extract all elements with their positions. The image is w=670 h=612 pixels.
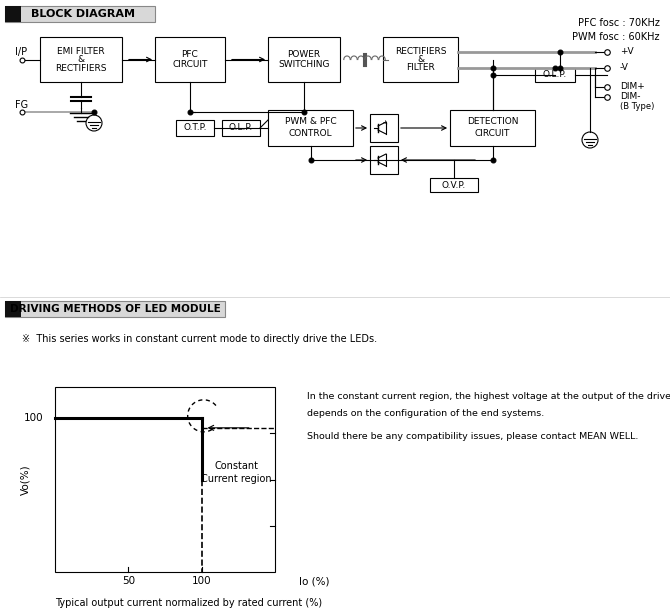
Bar bbox=[5, 301, 225, 317]
Text: Constant
Current region: Constant Current region bbox=[202, 461, 272, 485]
Text: DIM-: DIM- bbox=[620, 92, 641, 101]
Text: POWER: POWER bbox=[287, 50, 320, 59]
Text: PFC fosc : 70KHz
PWM fosc : 60KHz: PFC fosc : 70KHz PWM fosc : 60KHz bbox=[572, 18, 660, 42]
Bar bbox=[370, 114, 398, 142]
Text: CONTROL: CONTROL bbox=[289, 129, 332, 138]
Bar bbox=[40, 37, 122, 82]
Text: O.T.P.: O.T.P. bbox=[184, 124, 207, 133]
Text: EMI FILTER: EMI FILTER bbox=[57, 47, 105, 56]
Text: DETECTION: DETECTION bbox=[467, 118, 519, 127]
Text: DIM+: DIM+ bbox=[620, 82, 645, 91]
Text: 100: 100 bbox=[23, 413, 43, 423]
Text: ※  This series works in constant current mode to directly drive the LEDs.: ※ This series works in constant current … bbox=[22, 334, 377, 344]
Text: Vo(%): Vo(%) bbox=[20, 464, 30, 495]
Text: -V: -V bbox=[620, 63, 629, 72]
Bar bbox=[222, 120, 260, 136]
Bar bbox=[5, 6, 21, 22]
Text: O.V.P.: O.V.P. bbox=[442, 181, 466, 190]
Text: PFC: PFC bbox=[182, 50, 198, 59]
Text: RECTIFIERS: RECTIFIERS bbox=[55, 64, 107, 73]
Text: &: & bbox=[78, 55, 84, 64]
Text: 100: 100 bbox=[192, 576, 212, 586]
Text: O.L.P.: O.L.P. bbox=[543, 70, 567, 79]
Bar bbox=[535, 67, 575, 81]
Bar bbox=[5, 301, 21, 317]
Text: DRIVING METHODS OF LED MODULE: DRIVING METHODS OF LED MODULE bbox=[9, 304, 220, 314]
Text: Typical output current normalized by rated current (%): Typical output current normalized by rat… bbox=[55, 598, 322, 608]
Text: Io (%): Io (%) bbox=[299, 576, 330, 586]
Text: &: & bbox=[417, 55, 424, 64]
Bar bbox=[176, 120, 214, 136]
Text: PWM & PFC: PWM & PFC bbox=[285, 118, 336, 127]
Text: FG: FG bbox=[15, 100, 28, 110]
Text: depends on the configuration of the end systems.: depends on the configuration of the end … bbox=[307, 409, 544, 418]
Text: 50: 50 bbox=[122, 576, 135, 586]
Text: O.L.P.: O.L.P. bbox=[229, 124, 253, 133]
Text: +V: +V bbox=[620, 47, 634, 56]
Bar bbox=[430, 178, 478, 192]
Text: In the constant current region, the highest voltage at the output of the driver: In the constant current region, the high… bbox=[307, 392, 670, 401]
Bar bbox=[268, 110, 353, 146]
Text: CIRCUIT: CIRCUIT bbox=[172, 60, 208, 69]
Bar bbox=[55, 387, 275, 572]
Bar bbox=[155, 37, 225, 82]
Text: CIRCUIT: CIRCUIT bbox=[475, 129, 510, 138]
Bar bbox=[268, 37, 340, 82]
Text: Should there be any compatibility issues, please contact MEAN WELL.: Should there be any compatibility issues… bbox=[307, 432, 639, 441]
Bar bbox=[383, 37, 458, 82]
Text: (B Type): (B Type) bbox=[620, 102, 655, 111]
Bar bbox=[450, 110, 535, 146]
Text: FILTER: FILTER bbox=[406, 63, 435, 72]
Bar bbox=[370, 146, 398, 174]
Bar bbox=[5, 6, 155, 22]
Text: SWITCHING: SWITCHING bbox=[278, 60, 330, 69]
Text: I/P: I/P bbox=[15, 48, 27, 58]
Text: RECTIFIERS: RECTIFIERS bbox=[395, 47, 446, 56]
Text: BLOCK DIAGRAM: BLOCK DIAGRAM bbox=[31, 9, 135, 19]
